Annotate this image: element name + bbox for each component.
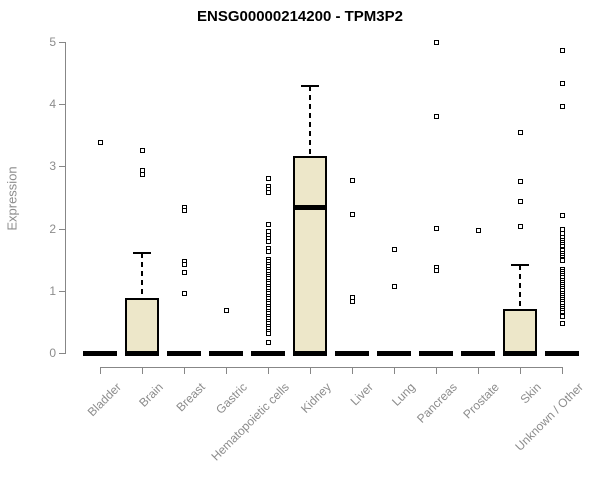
outlier-point <box>517 198 523 204</box>
outlier-point <box>559 321 565 327</box>
outlier-point <box>433 113 439 119</box>
x-axis-line <box>100 367 563 368</box>
y-tick <box>59 104 65 106</box>
x-tick <box>562 368 563 374</box>
outlier-point <box>265 239 271 245</box>
whisker <box>519 264 521 310</box>
outlier-point <box>181 262 187 268</box>
x-tick <box>184 368 185 374</box>
zero-bar <box>251 351 285 356</box>
outlier-point <box>559 213 565 219</box>
x-tick <box>268 368 269 374</box>
outlier-point <box>475 227 481 233</box>
outlier-point <box>559 104 565 110</box>
outlier-point <box>265 190 271 196</box>
outlier-point <box>433 226 439 232</box>
outlier-point <box>265 221 271 227</box>
zero-bar <box>545 351 579 356</box>
x-tick <box>394 368 395 374</box>
whisker-cap <box>133 252 151 255</box>
y-tick <box>59 290 65 292</box>
x-tick <box>520 368 521 374</box>
outlier-point <box>265 339 271 345</box>
outlier-point <box>97 139 103 145</box>
outlier-point <box>265 331 271 337</box>
outlier-point <box>433 40 439 46</box>
outlier-point <box>517 224 523 230</box>
zero-bar <box>83 351 117 356</box>
y-tick-label: 2 <box>49 221 56 236</box>
x-tick <box>310 368 311 374</box>
x-tick <box>352 368 353 374</box>
outlier-point <box>559 258 565 264</box>
median-line <box>295 204 325 210</box>
outlier-point <box>181 208 187 214</box>
whisker <box>141 253 143 299</box>
x-tick <box>436 368 437 374</box>
outlier-point <box>349 178 355 184</box>
zero-bar <box>377 351 411 356</box>
zero-bar <box>335 351 369 356</box>
y-tick-label: 4 <box>49 97 56 112</box>
y-tick <box>59 42 65 43</box>
outlier-point <box>265 176 271 182</box>
y-tick-label: 1 <box>49 283 56 298</box>
x-tick <box>142 368 143 374</box>
zero-bar <box>419 351 453 356</box>
y-axis-label: Expression <box>4 166 20 231</box>
y-axis-line <box>65 42 66 354</box>
whisker-cap <box>511 263 529 266</box>
whisker-cap <box>301 85 319 88</box>
zero-bar <box>167 351 201 356</box>
whisker <box>309 86 311 156</box>
outlier-point <box>139 148 145 154</box>
zero-bar <box>461 351 495 356</box>
y-tick-label: 5 <box>49 35 56 49</box>
outlier-point <box>223 308 229 314</box>
outlier-point <box>139 171 145 177</box>
outlier-point <box>349 211 355 217</box>
y-tick-label: 0 <box>49 346 56 360</box>
outlier-point <box>559 314 565 320</box>
outlier-point <box>391 283 397 289</box>
x-tick <box>100 368 101 374</box>
outlier-point <box>181 269 187 275</box>
outlier-point <box>517 129 523 135</box>
outlier-point <box>559 80 565 86</box>
outlier-point <box>559 48 565 54</box>
y-tick <box>59 228 65 230</box>
outlier-point <box>265 249 271 255</box>
box-brain <box>125 298 159 355</box>
x-tick <box>226 368 227 374</box>
y-tick <box>59 353 65 354</box>
chart-title: ENSG00000214200 - TPM3P2 <box>197 8 403 25</box>
outlier-point <box>517 178 523 184</box>
y-tick-label: 3 <box>49 159 56 174</box>
outlier-point <box>349 298 355 304</box>
x-tick <box>478 368 479 374</box>
y-tick <box>59 166 65 168</box>
outlier-point <box>181 291 187 297</box>
outlier-point <box>433 267 439 273</box>
box-kidney <box>293 155 327 355</box>
zero-bar <box>209 351 243 356</box>
box-skin <box>503 309 537 355</box>
outlier-point <box>391 247 397 253</box>
